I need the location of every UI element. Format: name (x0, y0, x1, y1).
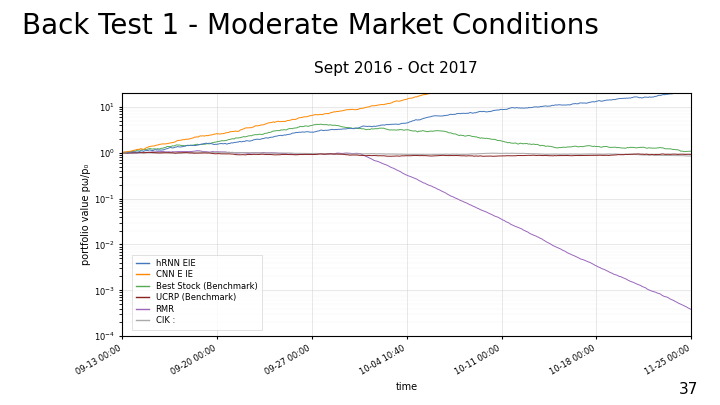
Legend: hRNN EIE, CNN E IE, Best Stock (Benchmark), UCRP (Benchmark), RMR, CIK :: hRNN EIE, CNN E IE, Best Stock (Benchmar… (132, 255, 261, 330)
Text: Sept 2016 - Oct 2017: Sept 2016 - Oct 2017 (314, 61, 478, 76)
X-axis label: time: time (396, 382, 418, 392)
Text: Back Test 1 - Moderate Market Conditions: Back Test 1 - Moderate Market Conditions (22, 12, 598, 40)
Y-axis label: portfolio value pω/p₀: portfolio value pω/p₀ (81, 164, 91, 265)
Text: 37: 37 (679, 382, 698, 397)
